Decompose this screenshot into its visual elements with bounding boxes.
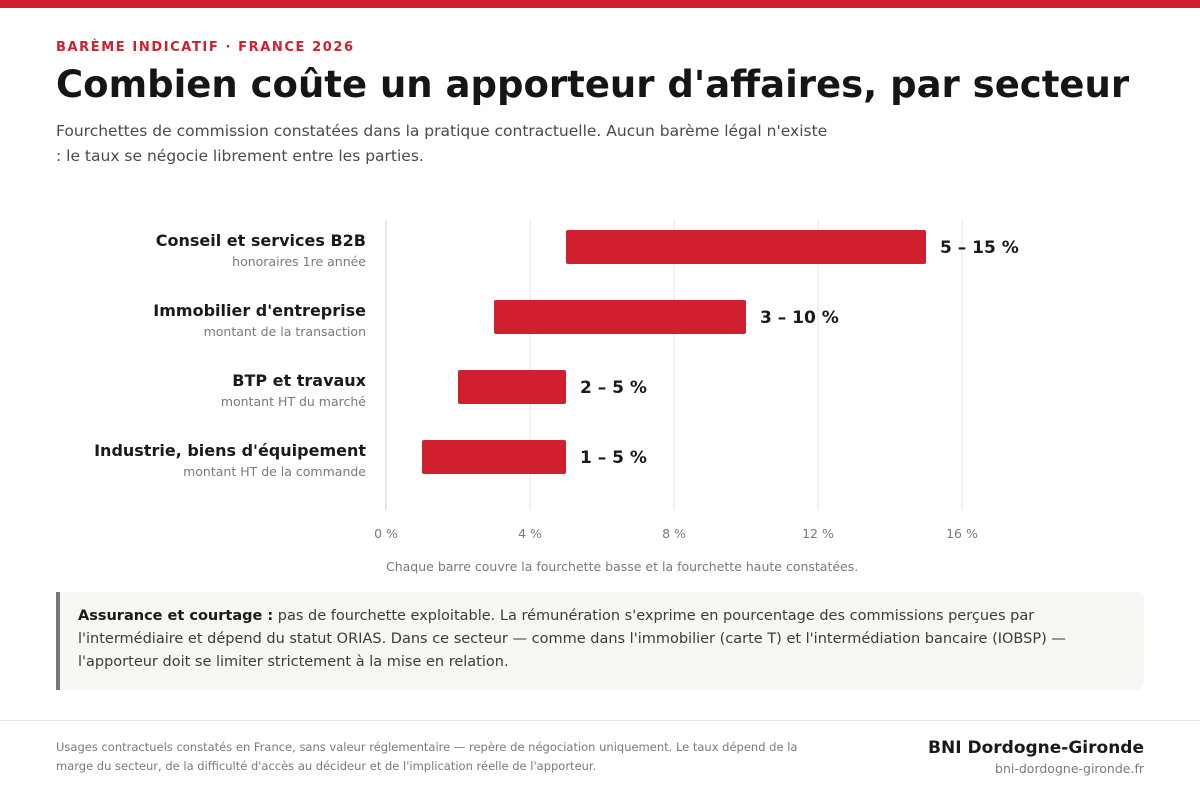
range-bar <box>494 300 746 334</box>
category-label: Industrie, biens d'équipement <box>94 441 366 460</box>
page-subtitle: Fourchettes de commission constatées dan… <box>56 122 828 165</box>
range-bar <box>566 230 926 264</box>
category-sublabel: montant de la transaction <box>204 324 366 339</box>
eyebrow-label: BARÈME INDICATIF · FRANCE 2026 <box>56 40 355 55</box>
chart-note: Chaque barre couvre la fourchette basse … <box>386 559 859 574</box>
callout-text: pas de fourchette exploitable. La rémuné… <box>78 608 1066 670</box>
category-sublabel: montant HT du marché <box>221 394 366 409</box>
brand-name: BNI Dordogne-Gironde <box>928 738 1144 758</box>
range-data-label: 2 – 5 % <box>580 378 647 398</box>
x-tick-label: 8 % <box>662 526 686 541</box>
x-tick-label: 0 % <box>374 526 398 541</box>
footer-note: Usages contractuels constatés en France,… <box>56 740 798 773</box>
page-title: Combien coûte un apporteur d'affaires, p… <box>56 63 1130 106</box>
x-tick-label: 12 % <box>802 526 834 541</box>
category-label: Conseil et services B2B <box>156 231 366 250</box>
range-data-label: 1 – 5 % <box>580 448 647 468</box>
category-sublabel: honoraires 1re année <box>232 254 366 269</box>
commission-range-chart: 0 % 4 % 8 % 12 % 16 % Conseil et services B2B… <box>94 220 1019 541</box>
callout-lead: Assurance et courtage : <box>78 608 274 624</box>
category-label: BTP et travaux <box>232 371 366 390</box>
top-accent-bar <box>0 0 1200 8</box>
category-sublabel: montant HT de la commande <box>183 464 366 479</box>
insurance-callout: Assurance et courtage : pas de fourchett… <box>56 592 1144 690</box>
range-data-label: 5 – 15 % <box>940 238 1019 258</box>
range-bar <box>422 440 566 474</box>
range-bar <box>458 370 566 404</box>
category-label: Immobilier d'entreprise <box>153 301 366 320</box>
x-tick-label: 16 % <box>946 526 978 541</box>
x-tick-label: 4 % <box>518 526 542 541</box>
brand-url: bni-dordogne-gironde.fr <box>995 761 1144 776</box>
footer-divider <box>0 720 1200 721</box>
range-data-label: 3 – 10 % <box>760 308 839 328</box>
